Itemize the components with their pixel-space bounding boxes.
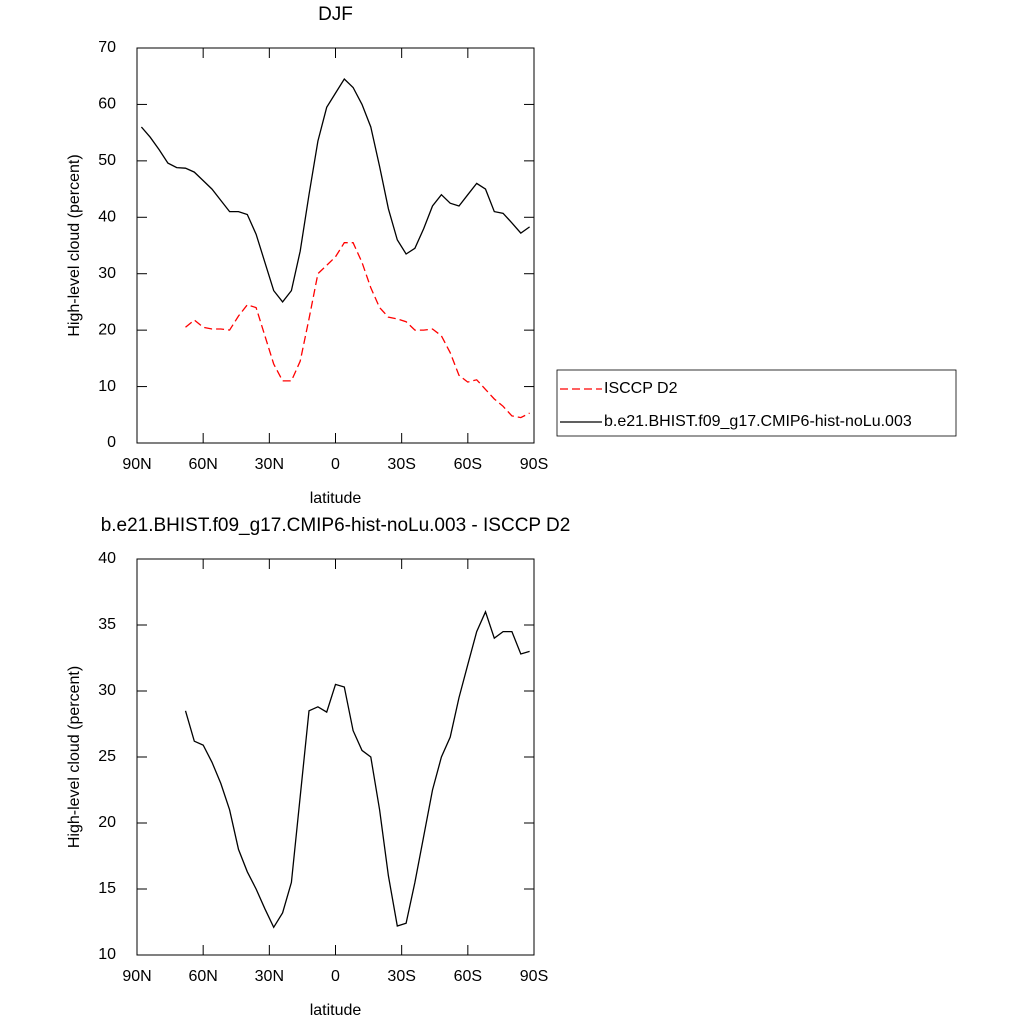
y-tick-label: 40 [98, 550, 116, 567]
legend-label: ISCCP D2 [604, 380, 678, 397]
y-tick-label: 10 [98, 946, 116, 963]
x-tick-label: 90N [122, 456, 151, 473]
y-axis-label: High-level cloud (percent) [66, 154, 83, 336]
x-tick-label: 60N [188, 968, 217, 985]
y-tick-label: 30 [98, 682, 116, 699]
x-tick-label: 60S [454, 456, 482, 473]
x-tick-label: 30S [387, 968, 415, 985]
y-tick-label: 70 [98, 39, 116, 56]
plot-frame [136, 47, 535, 444]
x-axis-label: latitude [310, 1002, 362, 1019]
x-tick-label: 0 [331, 968, 340, 985]
legend-box [556, 369, 957, 437]
x-tick-label: 90S [520, 456, 548, 473]
y-axis-label: High-level cloud (percent) [66, 666, 83, 848]
chart-title: b.e21.BHIST.f09_g17.CMIP6-hist-noLu.003 … [101, 515, 571, 536]
x-tick-label: 90N [122, 968, 151, 985]
y-tick-label: 40 [98, 209, 116, 226]
x-tick-label: 60S [454, 968, 482, 985]
y-tick-label: 0 [107, 434, 116, 451]
x-tick-label: 90S [520, 968, 548, 985]
x-tick-label: 0 [331, 456, 340, 473]
y-tick-label: 50 [98, 152, 116, 169]
y-tick-label: 20 [98, 814, 116, 831]
x-axis-label: latitude [310, 490, 362, 507]
y-tick-label: 10 [98, 378, 116, 395]
y-tick-label: 60 [98, 96, 116, 113]
x-tick-label: 30N [255, 456, 284, 473]
y-tick-label: 25 [98, 748, 116, 765]
x-tick-label: 60N [188, 456, 217, 473]
y-tick-label: 30 [98, 265, 116, 282]
y-tick-label: 35 [98, 616, 116, 633]
plot-frame [136, 558, 535, 956]
chart-title: DJF [318, 4, 353, 25]
x-tick-label: 30S [387, 456, 415, 473]
data-line [140, 77, 530, 303]
x-tick-label: 30N [255, 968, 284, 985]
y-tick-label: 15 [98, 880, 116, 897]
legend-label: b.e21.BHIST.f09_g17.CMIP6-hist-noLu.003 [604, 413, 912, 430]
data-line [185, 242, 530, 419]
y-tick-label: 20 [98, 321, 116, 338]
data-line [184, 610, 530, 929]
